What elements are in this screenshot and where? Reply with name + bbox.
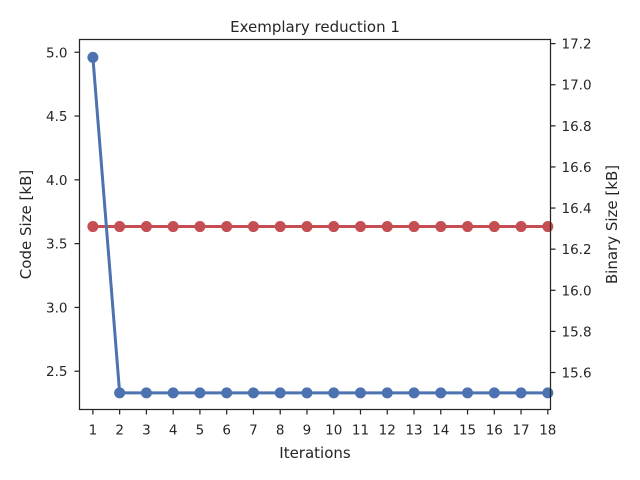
y-tick-label-right: 16.2 — [562, 242, 592, 258]
data-point-left — [354, 387, 366, 399]
data-point-left — [488, 387, 500, 399]
data-point-left — [247, 387, 259, 399]
data-point-right — [301, 221, 313, 233]
y-tick-label-right: 16.4 — [562, 201, 592, 217]
x-tick-label: 18 — [539, 423, 556, 439]
y-tick-label-left: 4.5 — [46, 109, 67, 125]
x-axis: 1 2 3 4 5 6 7 8 9 10 11 12 13 14 15 16 17 18 — [89, 409, 556, 439]
y-tick-label-right: 17.2 — [562, 37, 592, 53]
data-point-right — [194, 221, 206, 233]
y-axis-right: 15.6 15.8 16.0 16.2 16.4 16.6 16.8 17.0 17.2 — [550, 37, 592, 382]
x-tick-label: 16 — [486, 423, 503, 439]
x-tick-label: 8 — [276, 423, 285, 439]
data-point-left — [301, 387, 313, 399]
y-tick-label-right: 16.6 — [562, 160, 592, 176]
data-point-right — [542, 221, 554, 233]
data-point-left — [114, 387, 126, 399]
x-tick-label: 15 — [459, 423, 476, 439]
data-point-right — [515, 221, 527, 233]
x-tick-label: 3 — [142, 423, 151, 439]
x-tick-label: 11 — [352, 423, 369, 439]
x-tick-label: 7 — [249, 423, 258, 439]
x-tick-label: 2 — [115, 423, 124, 439]
x-tick-label: 5 — [196, 423, 205, 439]
data-point-right — [328, 221, 340, 233]
x-tick-label: 14 — [432, 423, 449, 439]
data-point-left — [381, 387, 393, 399]
x-tick-label: 12 — [379, 423, 396, 439]
data-point-left — [194, 387, 206, 399]
data-point-right — [140, 221, 152, 233]
series-layer — [87, 51, 554, 399]
data-point-left — [328, 387, 340, 399]
y-tick-label-left: 4.0 — [46, 173, 67, 189]
y-axis-label-right: Binary Size [kB] — [603, 165, 621, 284]
x-tick-label: 1 — [89, 423, 98, 439]
data-point-left — [515, 387, 527, 399]
x-axis-label: Iterations — [279, 444, 351, 462]
data-point-left — [274, 387, 286, 399]
data-point-right — [221, 221, 233, 233]
x-tick-label: 13 — [405, 423, 422, 439]
y-axis-label-left: Code Size [kB] — [17, 170, 35, 279]
x-tick-label: 6 — [222, 423, 231, 439]
y-axis-left: 2.5 3.0 3.5 4.0 4.5 5.0 — [46, 45, 80, 380]
series-right — [87, 221, 554, 233]
data-point-left — [87, 51, 99, 63]
y-tick-label-left: 2.5 — [46, 364, 67, 380]
data-point-left — [408, 387, 420, 399]
x-tick-label: 9 — [303, 423, 312, 439]
x-tick-label: 17 — [512, 423, 529, 439]
data-point-left — [140, 387, 152, 399]
y-tick-label-left: 5.0 — [46, 45, 67, 61]
y-tick-label-right: 17.0 — [562, 78, 592, 94]
data-point-left — [462, 387, 474, 399]
data-point-right — [488, 221, 500, 233]
data-point-right — [381, 221, 393, 233]
y-tick-label-left: 3.5 — [46, 237, 67, 253]
series-left — [87, 51, 554, 399]
x-tick-label: 10 — [325, 423, 342, 439]
y-tick-label-right: 16.8 — [562, 119, 592, 135]
data-point-right — [87, 221, 99, 233]
data-point-right — [408, 221, 420, 233]
y-tick-label-right: 15.6 — [562, 366, 592, 382]
y-tick-label-left: 3.0 — [46, 300, 67, 316]
y-tick-label-right: 16.0 — [562, 283, 592, 299]
chart-title: Exemplary reduction 1 — [230, 18, 400, 36]
data-point-right — [247, 221, 259, 233]
data-point-right — [354, 221, 366, 233]
data-point-left — [167, 387, 179, 399]
data-point-left — [221, 387, 233, 399]
data-point-right — [462, 221, 474, 233]
data-point-right — [274, 221, 286, 233]
data-point-left — [542, 387, 554, 399]
data-point-right — [167, 221, 179, 233]
data-point-left — [435, 387, 447, 399]
data-point-right — [435, 221, 447, 233]
plot-frame — [78, 38, 552, 411]
y-tick-label-right: 15.8 — [562, 324, 592, 340]
x-tick-label: 4 — [169, 423, 178, 439]
data-point-right — [114, 221, 126, 233]
